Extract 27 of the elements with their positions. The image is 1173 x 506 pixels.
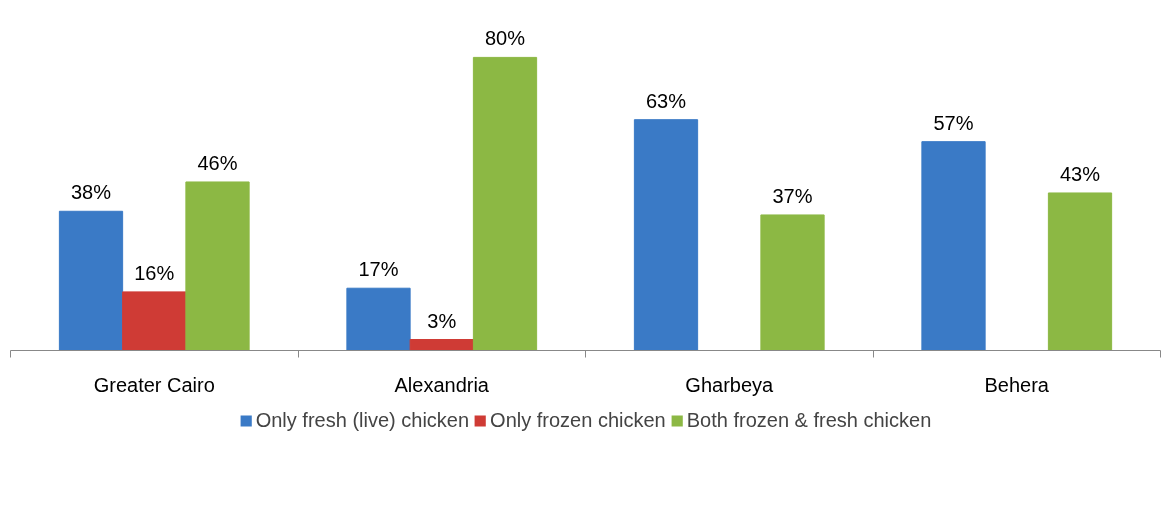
x-tick-label: Behera	[984, 373, 1050, 396]
bar	[58, 210, 124, 351]
data-label: 37%	[772, 184, 813, 207]
x-tick-label: Alexandria	[394, 373, 490, 396]
data-label: 43%	[1059, 162, 1101, 185]
bar	[921, 141, 986, 351]
x-tick-label: Greater Cairo	[93, 373, 215, 396]
bar	[346, 287, 411, 351]
bar	[1047, 192, 1113, 351]
bar	[409, 339, 474, 351]
data-label: 57%	[933, 111, 974, 134]
data-label: 63%	[645, 89, 687, 112]
legend-label: Both frozen & fresh chicken	[686, 408, 932, 432]
data-label: 46%	[197, 151, 238, 174]
bar	[633, 119, 699, 351]
bar	[472, 56, 538, 351]
bar	[760, 214, 825, 351]
data-label: 17%	[358, 258, 399, 281]
data-label: 80%	[484, 27, 526, 50]
data-label: 3%	[427, 309, 457, 332]
legend-label: Only frozen chicken	[490, 408, 666, 432]
x-tick-label: Gharbeya	[685, 373, 775, 396]
bar	[185, 181, 250, 351]
data-label: 38%	[70, 181, 112, 204]
legend-label: Only fresh (live) chicken	[255, 408, 470, 432]
data-label: 16%	[134, 261, 175, 284]
bar	[122, 291, 187, 351]
